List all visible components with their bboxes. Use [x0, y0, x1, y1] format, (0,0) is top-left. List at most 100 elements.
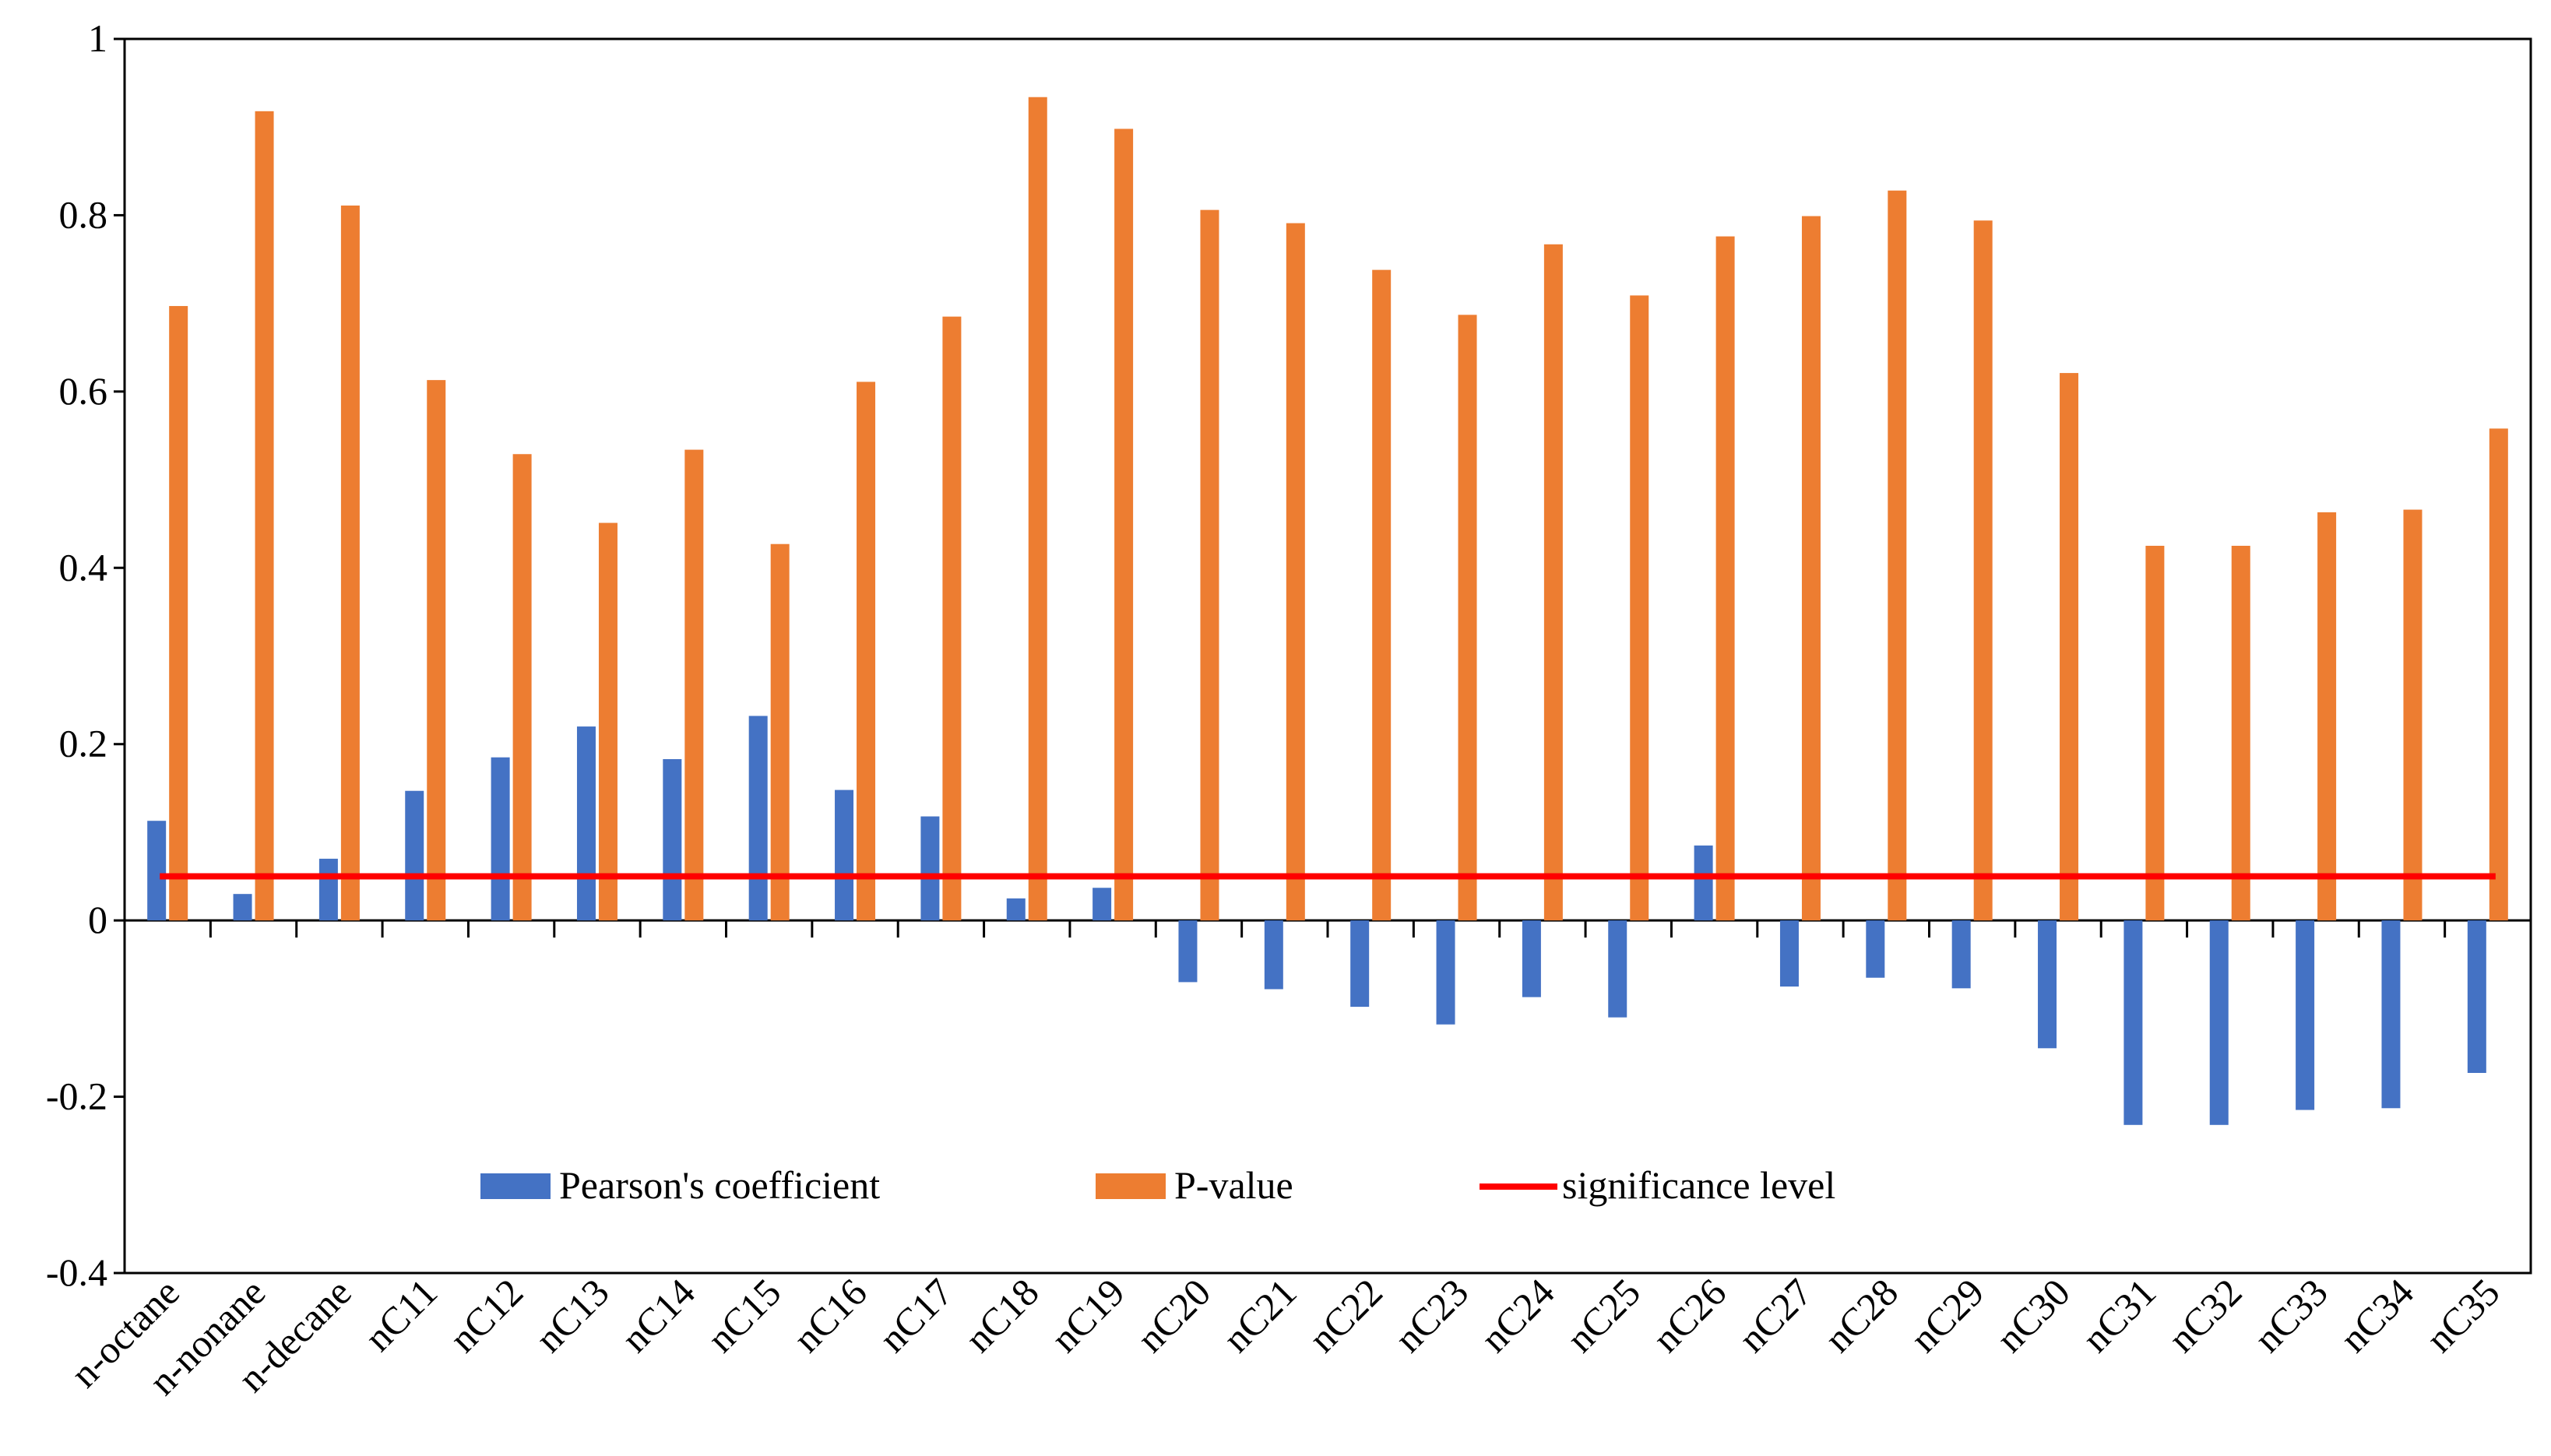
category-label-nC25: nC25: [1558, 1270, 1648, 1360]
pearson-bar-nC22: [1350, 920, 1370, 1008]
p-value-bar-nC29: [1973, 220, 1993, 921]
category-labels: n-octanen-nonanen-decanenC11nC12nC13nC14…: [62, 1270, 2508, 1403]
pearson-bar-nC15: [748, 716, 768, 921]
pearson-bar-n-decane: [318, 858, 338, 921]
pearson-bar-nC27: [1779, 920, 1799, 987]
category-label-nC21: nC21: [1214, 1270, 1304, 1360]
p-value-bar-nC34: [2403, 509, 2423, 921]
p-value-bar-nC30: [2060, 373, 2079, 921]
category-label-nC32: nC32: [2159, 1270, 2250, 1360]
plot-frame: [123, 37, 2532, 1275]
category-label-nC15: nC15: [698, 1270, 789, 1360]
pearson-bar-nC29: [1951, 920, 1971, 989]
category-label-nC26: nC26: [1644, 1270, 1734, 1360]
pearson-bar-nC19: [1093, 888, 1112, 921]
category-label-nC18: nC18: [956, 1270, 1047, 1360]
p-value-bar-nC31: [2145, 545, 2165, 921]
y-tick-label: 0.8: [59, 192, 108, 236]
category-label-nC29: nC29: [1902, 1270, 1992, 1360]
y-tick-label: -0.4: [46, 1250, 107, 1294]
category-label-nC30: nC30: [1988, 1270, 2078, 1360]
pearson-bar-nC26: [1694, 845, 1713, 921]
pearson-bar-nC25: [1608, 920, 1627, 1018]
pearson-bar-nC17: [920, 816, 940, 921]
pearson-bar-nC21: [1264, 920, 1283, 990]
p-value-bar-nC20: [1200, 209, 1219, 921]
pearson-bar-nC34: [2381, 920, 2401, 1109]
pearson-bar-nC30: [2038, 920, 2057, 1049]
p-value-bar-n-octane: [169, 306, 188, 921]
p-value-bar-nC22: [1372, 269, 1392, 921]
legend-swatch-pearson: [480, 1173, 551, 1199]
legend-swatch-p-value: [1096, 1173, 1166, 1199]
pearson-bar-nC14: [663, 758, 682, 921]
category-label-nC14: nC14: [613, 1270, 703, 1360]
legend-label-significance: significance level: [1562, 1163, 1835, 1207]
y-tick-label: 0.2: [59, 722, 108, 765]
y-tick-label: 1: [88, 16, 107, 60]
pearson-bar-nC11: [405, 790, 424, 921]
p-value-bar-nC13: [598, 522, 618, 921]
pearson-bar-nC24: [1522, 920, 1541, 997]
p-value-bar-nC17: [942, 316, 962, 921]
legend-label-p-value: P-value: [1174, 1163, 1293, 1207]
pearson-bar-nC32: [2209, 920, 2229, 1125]
pearson-bar-n-nonane: [233, 894, 252, 921]
p-value-bar-nC26: [1715, 236, 1735, 921]
p-value-bar-nC19: [1114, 128, 1134, 921]
pearson-bar-nC23: [1436, 920, 1455, 1025]
p-value-bar-nC16: [857, 382, 876, 921]
pearson-bar-nC13: [576, 726, 596, 921]
x-axis-ticks: [125, 919, 2531, 938]
p-value-bar-nC25: [1630, 295, 1649, 921]
legend: Pearson's coefficient P-value significan…: [480, 1163, 1835, 1207]
pearson-bar-nC31: [2123, 920, 2143, 1125]
bar-series: [147, 97, 2508, 1125]
category-label-nC12: nC12: [441, 1270, 531, 1360]
category-label-nC11: nC11: [356, 1270, 445, 1359]
category-label-nC23: nC23: [1386, 1270, 1476, 1360]
category-label-nC27: nC27: [1730, 1270, 1821, 1360]
category-label-nC24: nC24: [1472, 1270, 1562, 1360]
category-label-nC28: nC28: [1816, 1270, 1906, 1360]
category-label-nC20: nC20: [1128, 1270, 1219, 1360]
p-value-bar-nC15: [770, 543, 790, 921]
category-label-nC33: nC33: [2246, 1270, 2336, 1360]
pearson-bar-nC35: [2467, 920, 2486, 1074]
p-value-bar-nC23: [1458, 315, 1477, 921]
p-value-bar-nC18: [1028, 97, 1047, 921]
category-label-nC17: nC17: [871, 1270, 961, 1360]
p-value-bar-nC33: [2317, 512, 2337, 921]
pearson-bar-nC16: [835, 790, 854, 921]
category-label-nC34: nC34: [2331, 1270, 2422, 1360]
p-value-bar-n-decane: [340, 205, 360, 921]
category-label-nC35: nC35: [2417, 1270, 2507, 1360]
y-axis-ticks: -0.4 -0.2 0 0.2 0.4 0.6 0.8 1: [46, 16, 125, 1294]
p-value-bar-nC35: [2489, 428, 2508, 921]
pearson-bar-nC12: [491, 757, 510, 921]
pearson-bar-nC20: [1178, 920, 1198, 983]
category-label-nC22: nC22: [1300, 1270, 1391, 1360]
legend-label-pearson: Pearson's coefficient: [559, 1163, 880, 1207]
category-label-nC16: nC16: [785, 1270, 875, 1360]
pearson-bar-n-octane: [147, 821, 167, 921]
p-value-bar-nC27: [1801, 216, 1821, 921]
y-tick-label: 0.4: [59, 545, 108, 589]
category-label-nC31: nC31: [2074, 1270, 2164, 1360]
p-value-bar-nC12: [512, 454, 532, 921]
y-tick-label: 0: [88, 898, 107, 941]
category-label-nC13: nC13: [527, 1270, 618, 1360]
p-value-bar-nC21: [1286, 223, 1305, 921]
p-value-bar-nC11: [427, 380, 446, 921]
y-tick-label: -0.2: [46, 1074, 107, 1118]
pearson-bar-nC28: [1866, 920, 1885, 978]
p-value-bar-nC28: [1888, 190, 1907, 921]
p-value-bar-n-nonane: [255, 111, 274, 921]
p-value-bar-nC32: [2231, 545, 2250, 921]
category-label-nC19: nC19: [1043, 1270, 1133, 1360]
p-value-bar-nC14: [684, 449, 704, 921]
pearson-bar-nC18: [1006, 898, 1026, 921]
p-value-bar-nC24: [1543, 244, 1563, 921]
y-tick-label: 0.6: [59, 369, 108, 413]
